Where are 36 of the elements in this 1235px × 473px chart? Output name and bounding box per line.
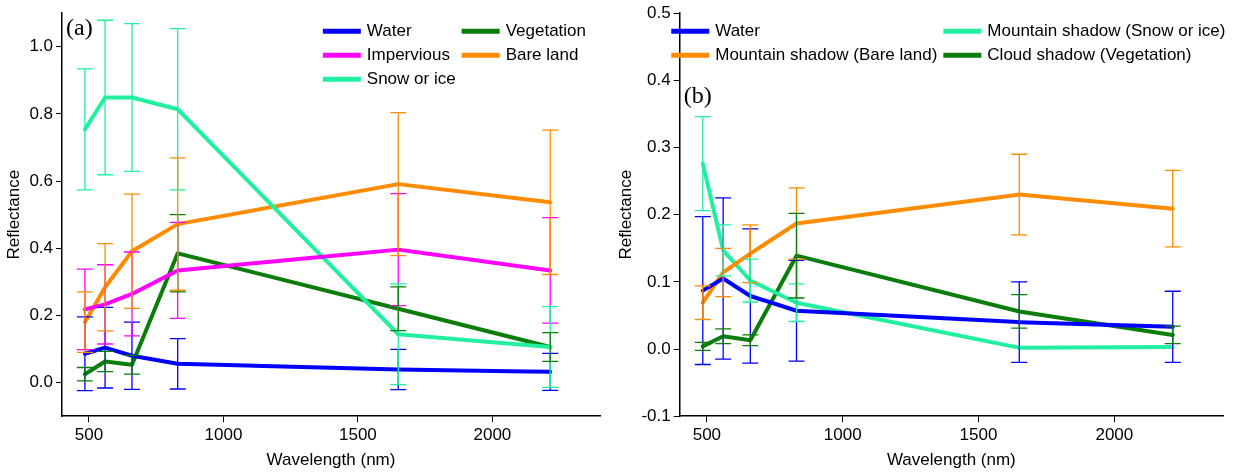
annotation: (b) [683,82,712,109]
legend-label: Vegetation [505,20,587,40]
y-tick-label: 0.1 [647,271,671,291]
y-tick-label: 0.0 [647,338,671,358]
y-axis-title: Reflectance [3,169,23,260]
legend-label: Water [715,20,761,40]
y-tick-label: 0.4 [29,237,54,257]
annotation: (a) [66,14,93,41]
legend-label: Impervious [366,44,450,64]
y-axis-title: Reflectance [615,169,635,260]
legend-label: Water [366,20,412,40]
x-tick-label: 1500 [339,425,377,445]
y-tick-label: 0.3 [647,137,671,157]
y-tick-label: 0.5 [647,2,671,22]
x-tick-label: 500 [74,425,104,445]
x-axis-title: Wavelength (nm) [886,450,1016,470]
legend-label: Bare land [505,44,579,64]
legend-label: Mountain shadow (Bare land) [715,44,938,64]
legend-label: Snow or ice [366,68,456,88]
legend-label: Cloud shadow (Vegetation) [987,44,1192,64]
x-tick-label: 1000 [823,425,862,445]
y-tick-label: 0.6 [29,170,54,190]
legend-label: Mountain shadow (Snow or ice) [987,20,1226,40]
x-tick-label: 2000 [473,425,512,445]
y-tick-label: 1.0 [29,36,54,56]
y-tick-label: 0.8 [29,103,54,123]
y-tick-label: 0.0 [29,372,54,392]
y-tick-label: -0.1 [641,405,671,425]
x-tick-label: 500 [692,425,722,445]
x-tick-label: 1500 [959,425,998,445]
y-tick-label: 0.2 [29,305,54,325]
x-tick-label: 1000 [204,425,243,445]
y-tick-label: 0.4 [647,70,671,90]
y-tick-label: 0.2 [647,204,671,224]
x-axis-title: Wavelength (nm) [266,450,396,470]
x-tick-label: 2000 [1095,425,1134,445]
